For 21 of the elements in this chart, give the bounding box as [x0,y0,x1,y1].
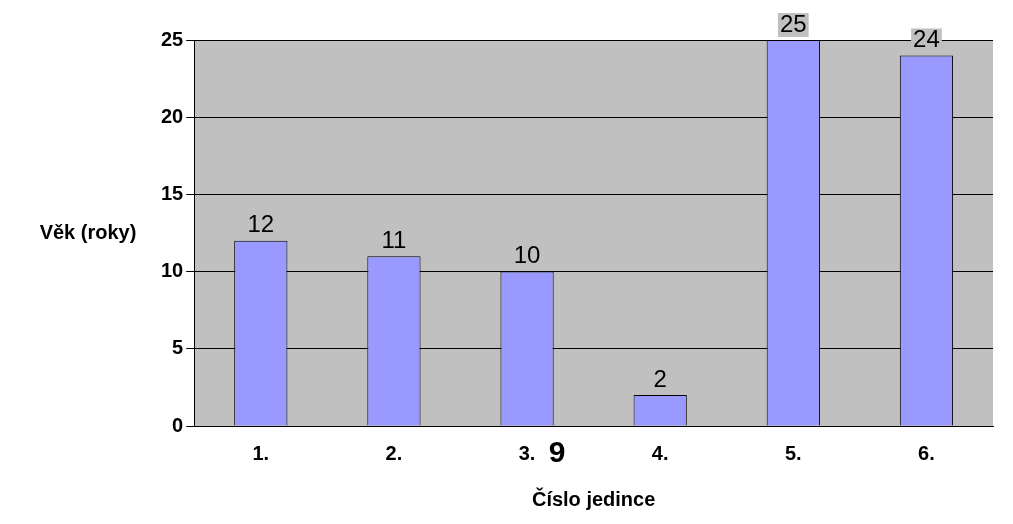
y-axis-title: Věk (roky) [39,220,137,243]
y-tick-label: 5 [172,336,184,359]
data-label: 10 [513,241,541,269]
x-tick-label: 3. [518,441,536,464]
x-tick-label: 4. [651,441,669,464]
x-axis-title: Číslo jedince [531,486,656,510]
y-tick-label: 25 [161,27,184,50]
y-tick-label: 0 [172,413,184,436]
data-label: 2 [653,364,667,392]
y-tick-label: 15 [161,181,184,204]
x-tick-label: 1. [252,441,270,464]
data-label: 25 [779,9,807,37]
data-label: 12 [247,210,275,238]
data-label: 24 [913,25,940,53]
y-tick-label: 10 [161,259,184,282]
y-tick-label: 20 [161,104,184,127]
x-tick-label: 5. [784,441,802,464]
text: 9 [548,435,566,469]
x-tick-label: 2. [385,441,403,464]
x-tick-label: 6. [918,441,935,464]
data-label: 11 [381,225,407,253]
